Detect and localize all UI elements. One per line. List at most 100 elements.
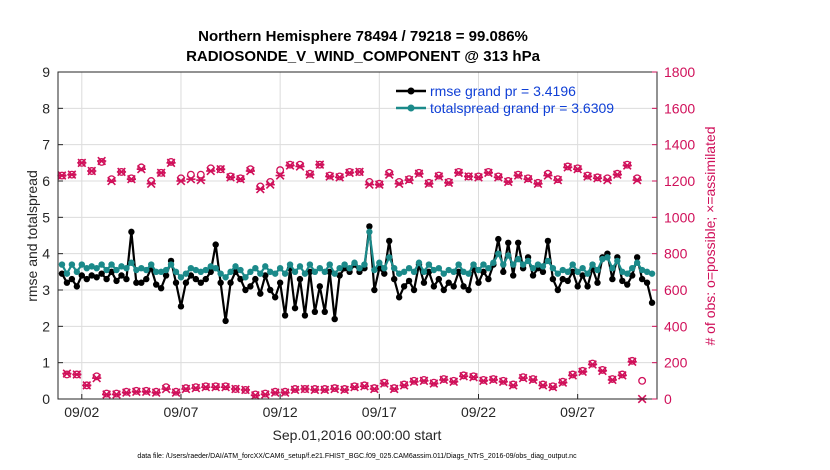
obs-assimilated-point xyxy=(612,170,622,180)
obs-possible-point xyxy=(281,387,290,396)
spread-point xyxy=(534,261,542,268)
obs-assimilated-point xyxy=(255,184,265,194)
obs-possible-point xyxy=(127,174,136,183)
rmse-point xyxy=(68,275,76,283)
obs-assimilated-point xyxy=(459,371,469,381)
legend-spread-marker xyxy=(407,104,415,112)
rmse-point xyxy=(638,275,646,283)
spread-point xyxy=(207,263,214,270)
obs-assimilated-point xyxy=(344,168,355,178)
obs-possible-point xyxy=(613,169,622,178)
spread-point xyxy=(321,268,328,276)
spread-point xyxy=(485,265,492,272)
y-right-tick-label: 1400 xyxy=(664,137,695,153)
rmse-point xyxy=(237,275,244,283)
spread-point xyxy=(58,261,66,268)
obs-possible-point xyxy=(489,375,498,383)
obs-possible-point xyxy=(310,385,319,393)
obs-assimilated-point xyxy=(533,179,543,189)
obs-assimilated-point xyxy=(454,168,464,178)
rmse-point xyxy=(559,275,566,283)
obs-assimilated-point xyxy=(340,385,350,395)
rmse-point xyxy=(579,272,586,279)
obs-possible-point xyxy=(167,157,176,166)
spread-point xyxy=(341,261,348,268)
obs-assimilated-point xyxy=(216,164,226,174)
rmse-point xyxy=(440,286,447,294)
x-tick-label: 09/22 xyxy=(461,404,496,420)
obs-assimilated-point xyxy=(176,176,186,186)
spread-point xyxy=(167,261,175,268)
obs-possible-point xyxy=(296,160,304,169)
y-tick-label: 1 xyxy=(42,355,50,371)
obs-assimilated-point xyxy=(225,173,236,182)
x-tick-label: 09/02 xyxy=(64,404,99,420)
rmse-point xyxy=(281,312,289,319)
rmse-point xyxy=(554,286,562,294)
obs-assimilated-point xyxy=(463,172,474,181)
obs-assimilated-point xyxy=(513,171,523,180)
spread-point xyxy=(455,261,462,268)
y-axis-label: rmse and totalspread xyxy=(24,170,40,302)
obs-possible-point xyxy=(291,385,299,393)
obs-assimilated-point xyxy=(131,387,141,397)
spread-point xyxy=(390,265,398,272)
spread-point xyxy=(544,257,552,265)
rmse-point xyxy=(395,294,403,301)
y-tick-label: 9 xyxy=(42,64,50,80)
rmse-point xyxy=(460,283,467,290)
obs-assimilated-point xyxy=(151,388,161,398)
y-tick-label: 8 xyxy=(42,100,50,116)
rmse-point xyxy=(172,279,180,286)
spread-point xyxy=(296,263,304,270)
spread-point xyxy=(247,268,254,276)
obs-possible-point xyxy=(553,175,562,184)
obs-assimilated-point xyxy=(359,381,370,391)
rmse-point xyxy=(291,304,299,312)
spread-point xyxy=(440,270,447,277)
obs-assimilated-point xyxy=(369,384,379,394)
obs-possible-point xyxy=(236,174,245,183)
spread-point xyxy=(271,270,279,277)
rmse-point xyxy=(58,270,66,277)
spread-point xyxy=(148,261,155,268)
spread-point xyxy=(395,270,403,277)
obs-possible-point xyxy=(543,169,552,178)
spread-point xyxy=(410,268,418,276)
legend-rmse-label: rmse grand pr = 3.4196 xyxy=(430,83,576,99)
spread-point xyxy=(88,263,95,270)
spread-point xyxy=(157,268,165,276)
spread-point xyxy=(366,228,373,236)
footnote: data file: /Users/raeder/DAI/ATM_forcXX/… xyxy=(137,453,577,460)
rmse-point xyxy=(138,279,145,286)
rmse-point xyxy=(197,279,205,286)
obs-possible-point xyxy=(583,171,592,180)
obs-assimilated-point xyxy=(310,385,320,395)
rmse-point xyxy=(366,223,373,230)
obs-assimilated-point xyxy=(528,375,538,385)
obs-assimilated-point xyxy=(77,158,87,168)
obs-possible-point xyxy=(424,178,433,187)
rmse-point xyxy=(311,308,319,315)
obs-assimilated-point xyxy=(126,174,136,184)
obs-assimilated-point xyxy=(280,388,290,398)
obs-assimilated-point xyxy=(568,371,578,380)
obs-possible-point xyxy=(539,380,547,389)
obs-possible-point xyxy=(201,382,210,391)
spread-point xyxy=(638,266,646,274)
y-tick-label: 4 xyxy=(42,246,50,262)
obs-possible-point xyxy=(405,175,414,184)
rmse-point xyxy=(331,315,338,323)
rmse-point xyxy=(217,279,224,286)
obs-possible-point xyxy=(434,171,443,180)
spread-point xyxy=(108,261,115,268)
obs-assimilated-point xyxy=(141,387,151,397)
obs-assimilated-point xyxy=(563,163,573,172)
rmse-point xyxy=(88,272,95,279)
spread-point xyxy=(549,265,557,272)
obs-assimilated-point xyxy=(335,173,345,182)
obs-possible-point xyxy=(370,384,379,393)
obs-possible-point xyxy=(573,164,582,173)
obs-possible-point xyxy=(345,167,354,176)
spread-point xyxy=(257,270,264,277)
